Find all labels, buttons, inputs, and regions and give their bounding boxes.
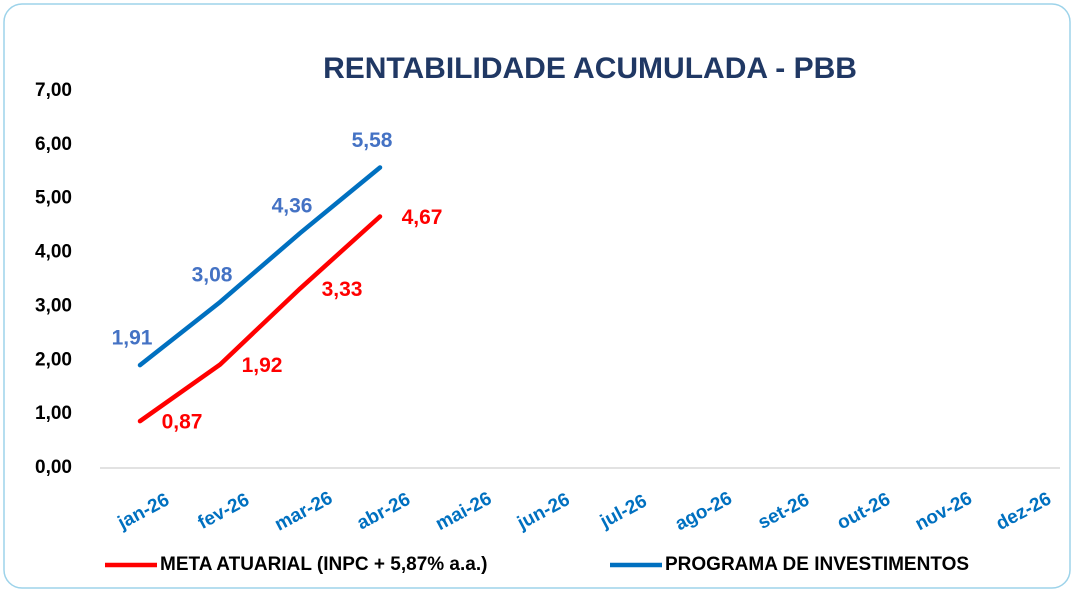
y-tick-label: 1,00 — [35, 403, 72, 424]
data-label: 5,58 — [352, 129, 393, 152]
chart-frame — [3, 3, 1071, 589]
y-tick-label: 4,00 — [35, 242, 72, 263]
data-label: 0,87 — [162, 411, 203, 434]
series-line — [137, 165, 383, 368]
y-tick-label: 6,00 — [35, 134, 72, 155]
y-tick-label: 3,00 — [35, 295, 72, 316]
legend-label: META ATUARIAL (INPC + 5,87% a.a.) — [160, 554, 487, 575]
series-line — [137, 214, 383, 424]
y-tick-label: 2,00 — [35, 349, 72, 370]
data-label: 1,91 — [112, 327, 153, 350]
chart-title: RENTABILIDADE ACUMULADA - PBB — [323, 52, 857, 85]
data-label: 3,08 — [192, 264, 233, 287]
y-tick-label: 7,00 — [35, 80, 72, 101]
y-tick-label: 0,00 — [35, 457, 72, 478]
y-tick-label: 5,00 — [35, 188, 72, 209]
data-label: 4,36 — [272, 195, 313, 218]
data-label: 1,92 — [242, 354, 283, 377]
legend-label: PROGRAMA DE INVESTIMENTOS — [665, 554, 969, 575]
data-label: 3,33 — [322, 278, 363, 301]
data-label: 4,67 — [402, 206, 443, 229]
